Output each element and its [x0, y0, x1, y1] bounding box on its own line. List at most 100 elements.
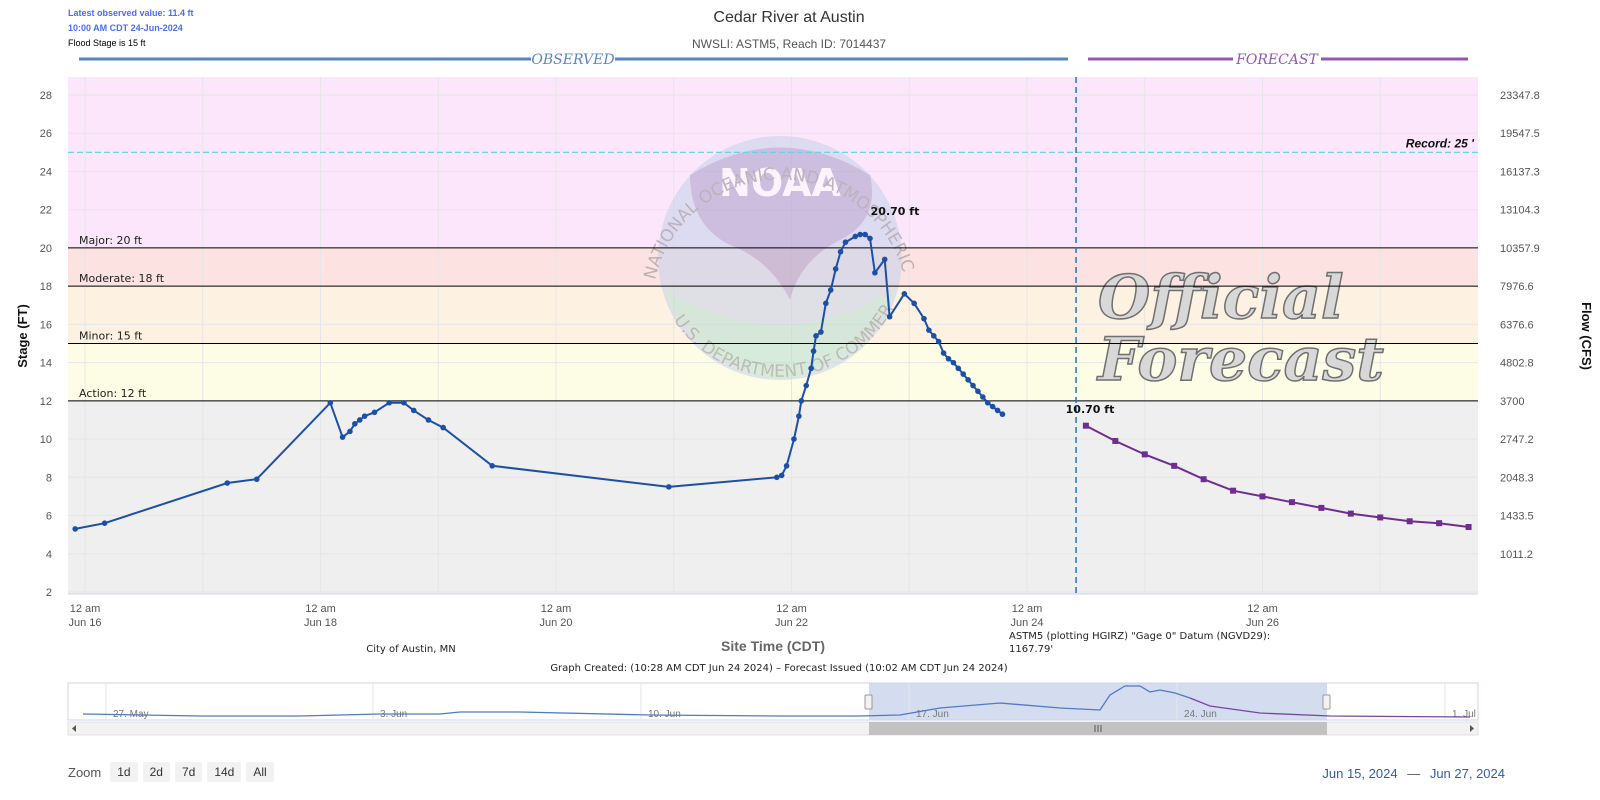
observed-point [930, 333, 937, 339]
observed-point [666, 484, 672, 490]
datum-value: 1167.79' [1009, 644, 1053, 655]
observed-point [980, 394, 986, 400]
observed-point [837, 248, 844, 255]
navigator-handle-right[interactable] [1322, 694, 1331, 710]
y-tick-label: 22 [40, 205, 52, 217]
official-text: Official [1098, 263, 1344, 333]
forecast-point [1171, 462, 1178, 469]
chart-title: Cedar River at Austin [713, 9, 864, 26]
flow-tick-label: 6376.6 [1500, 319, 1534, 331]
observed-point [440, 424, 446, 431]
observed-point [371, 409, 378, 416]
location-note: City of Austin, MN [366, 644, 456, 655]
observed-point [778, 472, 785, 479]
navigator-handle-left[interactable] [864, 694, 873, 710]
observed-point [975, 388, 981, 395]
observed-point [872, 269, 878, 276]
observed-point [911, 300, 917, 307]
observed-point [489, 463, 496, 469]
observed-point [881, 256, 888, 263]
observed-point [842, 239, 849, 245]
datum-note: ASTM5 (plotting HGIRZ) "Gage 0" Datum (N… [1009, 631, 1270, 642]
scroll-left-arrow-icon[interactable] [72, 725, 76, 732]
flow-tick-label: 13104.3 [1500, 205, 1540, 217]
observed-point [791, 436, 797, 442]
peak-annotation: 20.70 ft [871, 205, 920, 218]
flow-tick-label: 19547.5 [1500, 128, 1540, 140]
observed-point [808, 365, 814, 372]
flow-tick-label: 2048.3 [1500, 472, 1534, 484]
flow-tick-label: 1011.2 [1500, 549, 1533, 561]
flow-tick-label: 4802.8 [1500, 358, 1534, 370]
zoom-1d-button[interactable]: 1d [110, 762, 138, 782]
x-tick-label: Jun 18 [304, 617, 337, 629]
observed-point [994, 407, 1001, 414]
x-tick-label: 12 am [776, 603, 807, 615]
y-tick-label: 18 [40, 281, 52, 293]
y-tick-label: 16 [40, 319, 52, 331]
threshold-label-minor: Minor: 15 ft [79, 330, 143, 343]
observed-point [347, 428, 353, 435]
observed-point [773, 474, 780, 481]
y-tick-label: 12 [40, 396, 52, 408]
forecast-point [1141, 451, 1148, 458]
forecast-point [1200, 476, 1207, 483]
y-tick-label: 4 [46, 549, 52, 561]
flow-tick-label: 7976.6 [1500, 281, 1534, 293]
navigator-forecast-line [1189, 697, 1471, 718]
x-tick-label: 12 am [305, 603, 336, 615]
zoom-7d-button[interactable]: 7d [174, 762, 203, 782]
observed-point [970, 382, 976, 389]
observed-label: OBSERVED [531, 52, 614, 68]
x-tick-label: Jun 24 [1010, 617, 1043, 629]
observed-point [796, 413, 802, 419]
observed-point [410, 407, 417, 414]
flow-tick-label: 2747.2 [1500, 434, 1534, 446]
observed-point [818, 329, 824, 335]
y-tick-label: 8 [46, 472, 52, 484]
noaa-wave-shape [665, 290, 895, 380]
forecast-point [1318, 504, 1325, 511]
observed-point [960, 371, 967, 377]
observed-point [386, 399, 392, 406]
forecast-point [1082, 422, 1089, 429]
range-from-input[interactable]: Jun 15, 2024 [1322, 766, 1398, 781]
observed-point [940, 350, 947, 356]
observed-point [339, 434, 346, 440]
latest-observed-value: Latest observed value: 11.4 ft [68, 8, 194, 18]
zoom-14d-button[interactable]: 14d [207, 762, 242, 782]
observed-point [921, 315, 927, 322]
forecast-point [1406, 518, 1413, 525]
chart-subtitle: NWSLI: ASTM5, Reach ID: 7014437 [692, 37, 886, 51]
observed-point [886, 313, 893, 320]
observed-point [945, 355, 952, 362]
navigator-date-label: 17. Jun [916, 709, 949, 720]
observed-point [989, 403, 996, 410]
forecast-series-line [1085, 424, 1469, 528]
observed-point [783, 463, 790, 469]
observed-point [852, 233, 859, 240]
flow-tick-label: 16137.3 [1500, 166, 1540, 178]
threshold-label-action: Action: 12 ft [79, 387, 147, 400]
observed-point [926, 327, 932, 333]
x-tick-label: 12 am [1247, 603, 1278, 615]
observed-point [101, 520, 108, 526]
observed-point [425, 417, 432, 423]
navigator-observed-line [82, 685, 1191, 717]
zoom-all-button[interactable]: All [246, 762, 274, 782]
scroll-right-arrow-icon[interactable] [1470, 725, 1474, 732]
threshold-label-moderate: Moderate: 18 ft [79, 272, 165, 285]
peak-annotation: 10.70 ft [1066, 403, 1115, 416]
flow-tick-label: 23347.8 [1500, 90, 1540, 102]
flood-stage-note: Flood Stage is 15 ft [68, 38, 146, 48]
observed-point [984, 399, 991, 406]
range-separator: — [1407, 766, 1421, 781]
y-tick-label: 28 [40, 90, 52, 102]
observed-point [803, 382, 810, 389]
range-to-input[interactable]: Jun 27, 2024 [1429, 766, 1505, 781]
zoom-2d-button[interactable]: 2d [142, 762, 170, 782]
x-tick-label: Jun 26 [1246, 617, 1279, 629]
forecast-point [1465, 524, 1472, 531]
graph-created-note: Graph Created: (10:28 AM CDT Jun 24 2024… [550, 663, 1007, 674]
